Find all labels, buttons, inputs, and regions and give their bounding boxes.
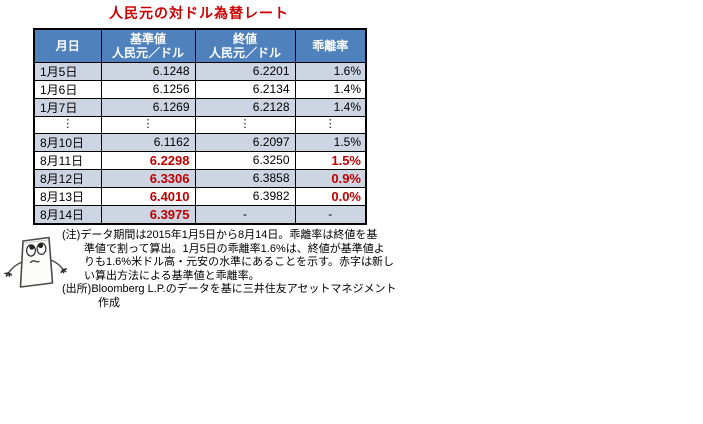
col-header-gap-label: 乖離率 [312,38,349,53]
table-row: 1月7日 6.1269 6.2128 1.4% [33,97,367,117]
table-row: 1月5日 6.1248 6.2201 1.6% [33,61,367,81]
cell-date: 8月13日 [33,186,102,206]
footnotes: (注)データ期間は2015年1月5日から8月14日。乖離率は終値を基 準値で割っ… [62,229,402,311]
cell-date: 1月5日 [33,61,102,81]
note-line: い算出方法による基準値と乖離率。 [84,269,260,282]
col-header-gap: 乖離率 [294,28,367,63]
table-row: 8月10日 6.1162 6.2097 1.5% [33,132,367,152]
cell-close: ⋮ [194,115,296,134]
worried-paper-character-icon [4,236,68,288]
cell-close: 6.3982 [194,186,296,206]
table-row: 8月12日 6.3306 6.3858 0.9% [33,168,367,188]
cell-base: 6.1248 [100,61,196,81]
cell-base-highlighted: 6.3306 [100,168,196,188]
table-row: 1月6日 6.1256 6.2134 1.4% [33,79,367,99]
cell-close: 6.2201 [194,61,296,81]
col-header-date: 月日 [33,28,102,63]
page-title: 人民元の対ドル為替レート [109,5,289,21]
table-header-row: 月日 基準値 人民元／ドル 終値 人民元／ドル 乖離率 [33,28,367,63]
cell-close-dash: - [194,204,296,224]
source-line: (出所)Bloomberg L.P.のデータを基に三井住友アセットマネジメント [62,283,397,296]
cell-gap-dash: - [294,204,367,224]
cell-gap: 1.5% [294,132,367,152]
cell-base-highlighted: 6.4010 [100,186,196,206]
cell-gap: 1.4% [294,79,367,99]
cell-close: 6.2097 [194,132,296,152]
cell-gap-highlighted: 1.5% [294,150,367,170]
exchange-rate-table: 月日 基準値 人民元／ドル 終値 人民元／ドル 乖離率 1月5日 6.1248 [33,28,367,225]
cell-gap: 1.4% [294,97,367,117]
cell-base: ⋮ [100,115,196,134]
table-row: 8月14日 6.3975 - - [33,204,367,224]
cell-date: 8月14日 [33,204,102,224]
cell-date: 1月7日 [33,97,102,117]
col-header-date-label: 月日 [55,38,80,53]
cell-date: 8月12日 [33,168,102,188]
cell-base: 6.1162 [100,132,196,152]
cell-gap: ⋮ [294,115,367,134]
col-header-close: 終値 人民元／ドル [194,28,296,63]
table-row: 8月13日 6.4010 6.3982 0.0% [33,186,367,206]
cell-close: 6.2128 [194,97,296,117]
cell-base: 6.1269 [100,97,196,117]
col-header-base: 基準値 人民元／ドル [100,28,196,63]
table-row: 8月11日 6.2298 6.3250 1.5% [33,150,367,170]
note-line: りも1.6%米ドル高・元安の水準にあることを示す。赤字は新し [84,256,394,269]
cell-date: 8月11日 [33,150,102,170]
cell-base: 6.1256 [100,79,196,99]
note-line: (注)データ期間は2015年1月5日から8月14日。乖離率は終値を基 [62,229,378,241]
source-line: 作成 [98,296,120,309]
cell-close: 6.3250 [194,150,296,170]
cell-date: 8月10日 [33,132,102,152]
cell-date: ⋮ [33,115,102,134]
cell-close: 6.3858 [194,168,296,188]
cell-gap: 1.6% [294,61,367,81]
cell-gap-highlighted: 0.9% [294,168,367,188]
cell-close: 6.2134 [194,79,296,99]
table-row-ellipsis: ⋮ ⋮ ⋮ ⋮ [33,115,367,134]
cell-base-highlighted: 6.2298 [100,150,196,170]
cell-date: 1月6日 [33,79,102,99]
note-line: 準値で割って算出。1月5日の乖離率1.6%は、終値が基準値よ [84,242,385,255]
cell-base-highlighted: 6.3975 [100,204,196,224]
cell-gap-highlighted: 0.0% [294,186,367,206]
